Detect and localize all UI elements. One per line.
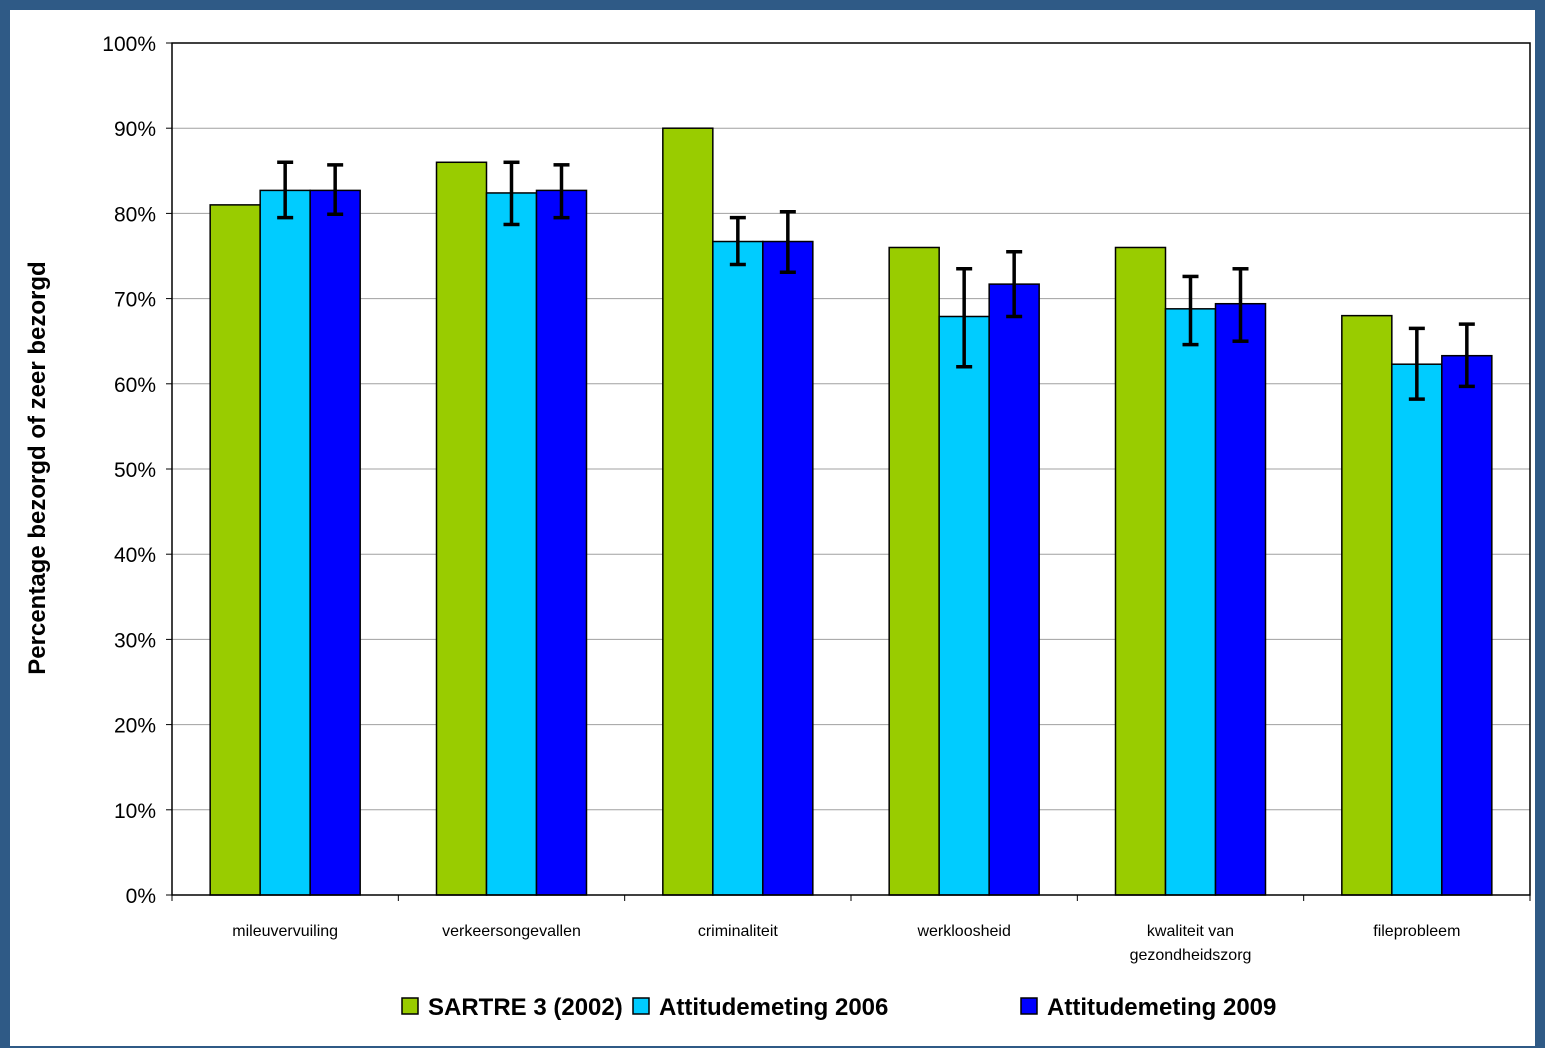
y-tick-label: 10% [114,800,156,823]
bar [209,204,261,896]
bar [888,246,940,896]
legend: SARTRE 3 (2002) Attitudemeting 2006 Attitu… [401,994,1276,1021]
y-tick-label: 80% [114,203,156,226]
axes: 0% 10% 20% 30% 40% 50% 60% 70% 80% 90% 100% mileuve… [102,33,1531,964]
y-tick-label: 20% [114,715,156,738]
legend-swatch [632,997,650,1015]
x-tick-label: kwaliteit van gezondheidszorg [1130,923,1252,964]
bar [1391,363,1443,896]
bar [309,189,361,896]
y-tick-label: 0% [126,885,156,908]
bar [485,192,538,896]
bar [662,127,714,896]
x-tick-label: werkloosheid [916,923,1010,940]
y-tick-label: 40% [114,544,156,567]
y-tick-label: 30% [114,629,156,652]
x-tick-label: criminaliteit [698,923,779,940]
legend-label: Attitudemeting 2009 [1047,994,1276,1021]
x-tick-label: mileuvervuiling [232,923,338,940]
bar [1214,302,1267,896]
y-tick-label: 100% [102,33,156,56]
bar [259,189,311,896]
y-tick-label: 50% [114,459,156,482]
x-tick-label: fileprobleem [1373,923,1460,940]
bar [938,315,990,896]
bar [435,161,488,896]
bar [1164,308,1217,896]
error-bars [277,160,1475,401]
bar [1114,246,1167,896]
legend-label: SARTRE 3 (2002) [428,994,623,1021]
legend-swatch [1020,997,1038,1015]
bar-chart: 0% 10% 20% 30% 40% 50% 60% 70% 80% 90% 100% mileuve… [24,33,1531,1021]
legend-swatch [401,997,419,1015]
x-tick-label: verkeersongevallen [442,923,581,940]
y-tick-label: 60% [114,374,156,397]
bar [988,283,1040,896]
bar [535,189,588,896]
y-tick-label: 90% [114,118,156,141]
bars [209,127,1493,896]
gridlines [172,43,1530,895]
bar [762,240,814,896]
bar [1441,354,1493,896]
y-axis-label: Percentage bezorgd of zeer bezorgd [24,261,51,674]
legend-label: Attitudemeting 2006 [659,994,888,1021]
bar [712,240,764,896]
chart-frame: 0% 10% 20% 30% 40% 50% 60% 70% 80% 90% 100% mileuve… [10,10,1535,1046]
bar [1341,314,1393,896]
y-tick-label: 70% [114,289,156,312]
